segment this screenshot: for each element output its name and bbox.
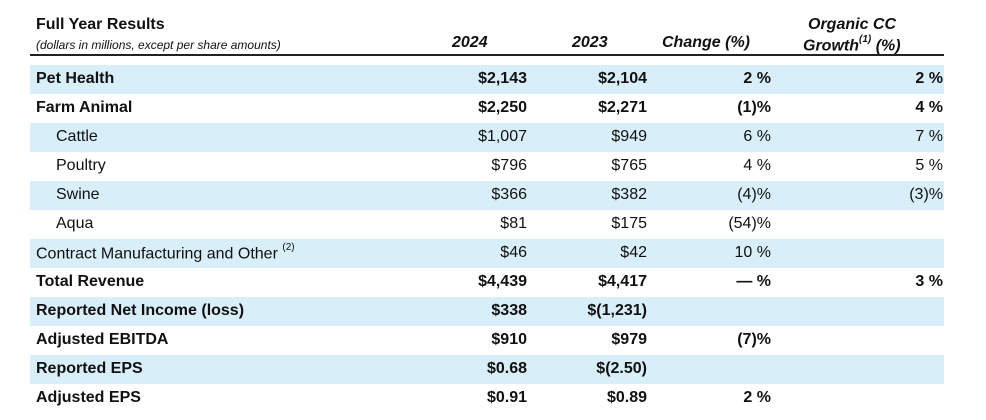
cell: $796	[491, 157, 527, 174]
cell: (7)%	[737, 331, 771, 348]
cell: $0.68	[486, 360, 527, 377]
cell: $(1,231)	[587, 302, 647, 319]
cell: $765	[611, 157, 647, 174]
table-row: Aqua $81 $175 (54)%	[30, 210, 944, 239]
cell: $(2.50)	[596, 360, 647, 377]
cell: $338	[491, 302, 527, 319]
label-text: Contract Manufacturing and Other	[36, 245, 278, 263]
cell: Aqua	[56, 215, 94, 232]
header-rule	[30, 54, 944, 56]
cell: (1)%	[737, 99, 771, 116]
cell: $2,104	[598, 70, 647, 87]
cell: Contract Manufacturing and Other (2)	[36, 242, 295, 263]
footnote-ref: (1)	[859, 34, 872, 45]
cell: (3)%	[909, 186, 943, 203]
cell: Cattle	[56, 128, 98, 145]
table-row: Farm Animal $2,250 $2,271 (1)% 4 %	[30, 94, 944, 123]
cell: $175	[611, 215, 647, 232]
cell: 2 %	[915, 70, 943, 87]
footnote-ref: (2)	[282, 242, 295, 253]
cell: $2,271	[598, 99, 647, 116]
cell: (4)%	[737, 186, 771, 203]
cell: $366	[491, 186, 527, 203]
col-header-text: Growth	[803, 37, 859, 55]
col-header: 2023	[572, 34, 608, 51]
cell: Poultry	[56, 157, 106, 174]
cell: $46	[500, 244, 527, 261]
col-header: 2024	[452, 34, 488, 51]
cell: Adjusted EBITDA	[36, 331, 169, 348]
col-header: Growth(1) (%)	[803, 34, 901, 54]
cell: $1,007	[478, 128, 527, 145]
cell: Reported Net Income (loss)	[36, 302, 245, 319]
cell: $4,417	[598, 273, 647, 290]
cell: $910	[491, 331, 527, 348]
cell: $2,143	[478, 70, 527, 87]
cell: $42	[620, 244, 647, 261]
cell: $382	[611, 186, 647, 203]
cell: $4,439	[478, 273, 527, 290]
cell: 2 %	[743, 70, 771, 87]
cell: Pet Health	[36, 70, 115, 87]
subtitle: (dollars in millions, except per share a…	[36, 38, 281, 52]
cell: 10 %	[734, 244, 771, 261]
table-row: Contract Manufacturing and Other (2) $46 $…	[30, 239, 944, 268]
col-header: Organic CC	[808, 16, 897, 33]
cell: Farm Animal	[36, 99, 133, 116]
cell: 3 %	[915, 273, 943, 290]
table-row: Reported EPS $0.68 $(2.50)	[30, 355, 944, 384]
table-row: Adjusted EPS $0.91 $0.89 2 %	[30, 384, 944, 413]
cell: $2,250	[478, 99, 527, 116]
cell: Reported EPS	[36, 360, 143, 377]
cell: $0.91	[486, 389, 527, 406]
table-row: Cattle $1,007 $949 6 % 7 %	[30, 123, 944, 152]
cell: $0.89	[606, 389, 647, 406]
cell: 6 %	[743, 128, 771, 145]
cell: (54)%	[728, 215, 771, 232]
col-header-text: (%)	[875, 37, 901, 55]
cell: $979	[611, 331, 647, 348]
cell: — %	[736, 273, 771, 290]
title: Full Year Results	[36, 16, 165, 33]
table-row: Adjusted EBITDA $910 $979 (7)%	[30, 326, 944, 355]
cell: 4 %	[743, 157, 771, 174]
cell: $949	[611, 128, 647, 145]
col-header: Change (%)	[662, 34, 750, 51]
cell: 4 %	[915, 99, 943, 116]
table-row: Swine $366 $382 (4)% (3)%	[30, 181, 944, 210]
cell: 7 %	[915, 128, 943, 145]
cell: $81	[500, 215, 527, 232]
cell: 2 %	[743, 389, 771, 406]
cell: Adjusted EPS	[36, 389, 141, 406]
cell: 5 %	[915, 157, 943, 174]
table-row: Total Revenue $4,439 $4,417 — % 3 %	[30, 268, 944, 297]
cell: Total Revenue	[36, 273, 145, 290]
table-row: Pet Health $2,143 $2,104 2 % 2 %	[30, 65, 944, 94]
table-row: Reported Net Income (loss) $338 $(1,231)	[30, 297, 944, 326]
table-row: Poultry $796 $765 4 % 5 %	[30, 152, 944, 181]
cell: Swine	[56, 186, 100, 203]
